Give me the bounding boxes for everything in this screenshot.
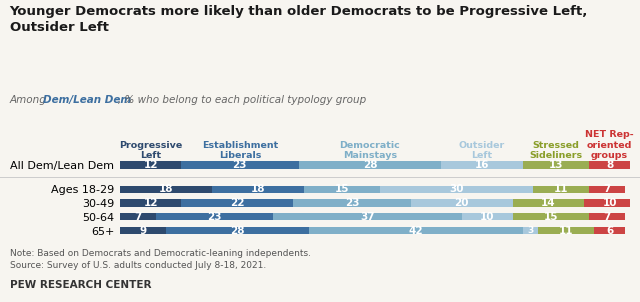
Bar: [273, 213, 461, 220]
Bar: [523, 227, 538, 234]
Text: 10: 10: [602, 198, 617, 208]
Bar: [308, 227, 523, 234]
Bar: [166, 227, 308, 234]
Text: 23: 23: [232, 160, 247, 170]
Text: 15: 15: [335, 184, 349, 194]
Bar: [589, 213, 625, 220]
Text: Outsider
Left: Outsider Left: [459, 140, 505, 160]
Bar: [589, 161, 630, 169]
Bar: [533, 185, 589, 193]
Bar: [595, 227, 625, 234]
Text: PEW RESEARCH CENTER: PEW RESEARCH CENTER: [10, 280, 151, 290]
Text: 23: 23: [207, 212, 221, 222]
Bar: [411, 199, 513, 207]
Bar: [538, 227, 595, 234]
Bar: [120, 199, 181, 207]
Text: Among: Among: [10, 95, 50, 105]
Text: 12: 12: [143, 160, 158, 170]
Bar: [584, 199, 635, 207]
Bar: [513, 213, 589, 220]
Text: 13: 13: [549, 160, 563, 170]
Text: 22: 22: [230, 198, 244, 208]
Text: 28: 28: [230, 226, 244, 236]
Bar: [513, 199, 584, 207]
Text: 28: 28: [363, 160, 377, 170]
Text: 7: 7: [134, 212, 141, 222]
Text: 3: 3: [527, 226, 534, 235]
Text: Progressive
Left: Progressive Left: [119, 140, 182, 160]
Text: 6: 6: [606, 226, 613, 236]
Text: 8: 8: [606, 160, 613, 170]
Text: Dem/Lean Dem: Dem/Lean Dem: [43, 95, 131, 105]
Text: 16: 16: [475, 160, 490, 170]
Text: 20: 20: [454, 198, 469, 208]
Text: 10: 10: [480, 212, 495, 222]
Text: 9: 9: [140, 226, 147, 236]
Bar: [120, 161, 181, 169]
Text: 11: 11: [554, 184, 568, 194]
Text: NET Rep-
oriented
groups: NET Rep- oriented groups: [586, 130, 634, 160]
Text: 42: 42: [408, 226, 423, 236]
Text: 18: 18: [159, 184, 173, 194]
Text: 7: 7: [604, 184, 611, 194]
Bar: [589, 185, 625, 193]
Text: Establishment
Liberals: Establishment Liberals: [202, 140, 278, 160]
Text: Democratic
Mainstays: Democratic Mainstays: [340, 140, 400, 160]
Bar: [120, 227, 166, 234]
Text: 7: 7: [604, 212, 611, 222]
Bar: [181, 199, 293, 207]
Text: 30: 30: [449, 184, 464, 194]
Bar: [120, 213, 156, 220]
Text: Stressed
Sideliners: Stressed Sideliners: [529, 140, 582, 160]
Text: 15: 15: [544, 212, 558, 222]
Bar: [461, 213, 513, 220]
Text: 11: 11: [559, 226, 573, 236]
Text: 37: 37: [360, 212, 374, 222]
Bar: [120, 185, 212, 193]
Text: 18: 18: [250, 184, 265, 194]
Text: Younger Democrats more likely than older Democrats to be Progressive Left,
Outsi: Younger Democrats more likely than older…: [10, 5, 588, 34]
Bar: [303, 185, 380, 193]
Text: Note: Based on Democrats and Democratic-leaning independents.
Source: Survey of : Note: Based on Democrats and Democratic-…: [10, 249, 310, 270]
Text: , % who belong to each political typology group: , % who belong to each political typolog…: [118, 95, 367, 105]
Bar: [156, 213, 273, 220]
Bar: [380, 185, 533, 193]
Bar: [523, 161, 589, 169]
Bar: [298, 161, 442, 169]
Bar: [181, 161, 298, 169]
Bar: [212, 185, 303, 193]
Text: 14: 14: [541, 198, 556, 208]
Text: 23: 23: [345, 198, 359, 208]
Bar: [293, 199, 411, 207]
Bar: [442, 161, 523, 169]
Text: 12: 12: [143, 198, 158, 208]
